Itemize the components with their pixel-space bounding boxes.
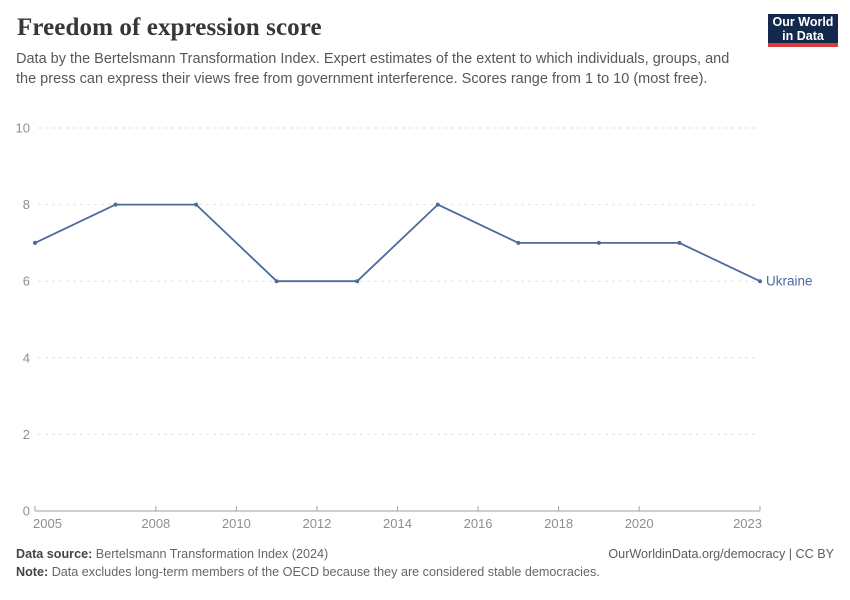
footer-link[interactable]: OurWorldinData.org/democracy | CC BY bbox=[608, 547, 834, 561]
x-tick-label-2012: 2012 bbox=[302, 516, 331, 531]
y-tick-label-4: 4 bbox=[23, 350, 30, 365]
data-point-2015 bbox=[435, 202, 440, 207]
data-point-2011 bbox=[274, 279, 279, 284]
x-tick-label-2010: 2010 bbox=[222, 516, 251, 531]
owid-logo[interactable]: Our World in Data bbox=[768, 14, 838, 47]
owid-logo-line1: Our World bbox=[772, 14, 834, 29]
x-tick-label-2008: 2008 bbox=[141, 516, 170, 531]
chart-area: 0 2 4 6 8 10 2005 2008 2010 2012 2014 2016 2018 2020 2… bbox=[0, 115, 850, 540]
page-title: Freedom of expression score bbox=[17, 14, 322, 41]
data-point-2013 bbox=[355, 279, 360, 284]
series-line-ukraine bbox=[34, 203, 761, 283]
data-point-2017 bbox=[516, 240, 521, 245]
data-source-label: Data source: bbox=[16, 547, 93, 561]
x-tick-label-2014: 2014 bbox=[383, 516, 412, 531]
data-point-2021 bbox=[677, 240, 682, 245]
y-tick-label-2: 2 bbox=[23, 427, 30, 442]
data-point-2023 bbox=[758, 279, 762, 284]
x-tick-label-2023: 2023 bbox=[733, 516, 762, 531]
line-chart: 0 2 4 6 8 10 2005 2008 2010 2012 2014 2016 2018 2020 2… bbox=[16, 121, 813, 532]
data-point-2009 bbox=[194, 202, 199, 207]
data-point-2019 bbox=[596, 240, 601, 245]
chart-note: Note: Data excludes long-term members of… bbox=[16, 565, 834, 579]
y-tick-label-0: 0 bbox=[23, 504, 30, 519]
y-tick-label-6: 6 bbox=[23, 274, 30, 289]
note-value: Data excludes long-term members of the O… bbox=[51, 565, 600, 579]
series-label-ukraine[interactable]: Ukraine bbox=[766, 274, 813, 289]
chart-subtitle: Data by the Bertelsmann Transformation I… bbox=[16, 51, 730, 87]
data-point-2005 bbox=[33, 240, 37, 245]
data-point-2007 bbox=[113, 202, 118, 207]
y-tick-label-10: 10 bbox=[16, 121, 30, 136]
owid-logo-line2: in Data bbox=[782, 28, 824, 43]
x-tick-label-2020: 2020 bbox=[625, 516, 654, 531]
chart-footer: Data source: Bertelsmann Transformation … bbox=[16, 547, 834, 579]
data-source-value: Bertelsmann Transformation Index (2024) bbox=[95, 547, 329, 561]
note-label: Note: bbox=[16, 565, 49, 579]
data-source: Data source: Bertelsmann Transformation … bbox=[16, 547, 328, 561]
y-tick-label-8: 8 bbox=[23, 197, 30, 212]
x-tick-label-2005: 2005 bbox=[33, 516, 62, 531]
x-tick-label-2018: 2018 bbox=[544, 516, 573, 531]
x-tick-label-2016: 2016 bbox=[464, 516, 493, 531]
